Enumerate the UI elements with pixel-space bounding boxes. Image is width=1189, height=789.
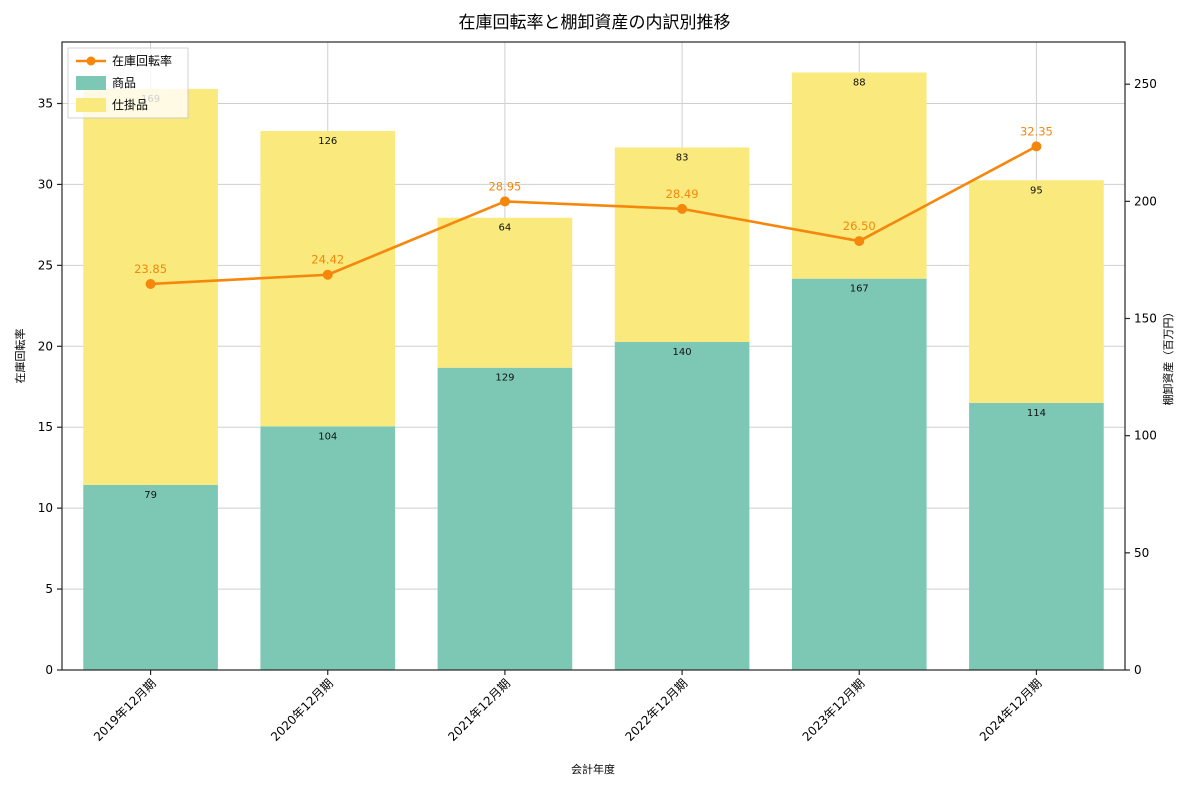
bar-value-label: 114 xyxy=(1027,408,1046,419)
left-tick-label: 5 xyxy=(45,582,53,596)
x-tick-label: 2023年12月期 xyxy=(800,676,868,744)
left-tick-label: 10 xyxy=(38,501,53,515)
bar-segment xyxy=(614,341,750,670)
chart-title: 在庫回転率と棚卸資産の内訳別推移 xyxy=(458,13,731,33)
left-tick-label: 0 xyxy=(45,663,53,677)
bar-value-label: 126 xyxy=(318,136,337,147)
bar-segment xyxy=(791,72,927,279)
legend-patch-sample xyxy=(76,98,106,112)
line-value-label: 32.35 xyxy=(1020,124,1053,138)
line-marker xyxy=(322,269,333,280)
right-tick-label: 200 xyxy=(1134,194,1157,208)
legend-marker-sample xyxy=(86,56,96,66)
bar-segment xyxy=(83,484,218,670)
x-axis-label: 会計年度 xyxy=(571,763,615,776)
line-value-label: 23.85 xyxy=(134,262,167,276)
bar-value-label: 79 xyxy=(144,490,157,501)
left-tick-label: 35 xyxy=(38,97,53,111)
line-value-label: 24.42 xyxy=(311,253,344,267)
legend-entry-label: 在庫回転率 xyxy=(112,53,172,68)
left-tick-label: 20 xyxy=(38,339,53,353)
right-tick-label: 100 xyxy=(1134,429,1157,443)
bar-segment xyxy=(614,147,750,342)
line-marker xyxy=(677,203,688,214)
line-marker xyxy=(854,236,865,247)
left-tick-label: 15 xyxy=(38,420,53,434)
line-marker xyxy=(499,196,510,207)
plot-border xyxy=(61,41,1126,671)
bar-value-label: 167 xyxy=(850,284,869,295)
bar-segment xyxy=(969,402,1104,670)
left-tick-label: 30 xyxy=(38,177,53,191)
bar-value-label: 83 xyxy=(676,152,689,163)
x-tick-label: 2024年12月期 xyxy=(977,676,1045,744)
line-value-label: 28.49 xyxy=(666,187,699,201)
x-tick-label: 2020年12月期 xyxy=(268,676,336,744)
line-value-label: 28.95 xyxy=(488,179,521,193)
bar-value-label: 95 xyxy=(1030,185,1043,196)
bar-segment xyxy=(260,426,396,670)
turnover-line xyxy=(149,145,1038,286)
legend-patch-sample xyxy=(76,76,106,90)
right-tick-label: 250 xyxy=(1134,77,1157,91)
left-tick-label: 25 xyxy=(38,258,53,272)
right-tick-label: 0 xyxy=(1134,663,1142,677)
line-marker xyxy=(1031,141,1042,152)
bar-segment xyxy=(791,278,927,670)
bar-segment xyxy=(969,180,1104,403)
x-tick-label: 2022年12月期 xyxy=(622,676,690,744)
bar-value-label: 140 xyxy=(673,347,692,358)
bar-value-label: 88 xyxy=(853,77,866,88)
legend-entry-label: 商品 xyxy=(112,75,136,90)
right-tick-label: 50 xyxy=(1134,546,1149,560)
bar-value-label: 104 xyxy=(318,431,337,442)
line-value-label: 26.50 xyxy=(843,219,876,233)
right-tick-label: 150 xyxy=(1134,312,1157,326)
bar-value-label: 129 xyxy=(495,373,514,384)
legend-entry-label: 仕掛品 xyxy=(112,97,148,112)
x-tick-label: 2021年12月期 xyxy=(445,676,513,744)
x-tick-label: 2019年12月期 xyxy=(91,676,159,744)
bar-segment xyxy=(437,217,573,368)
bar-value-label: 64 xyxy=(499,223,512,234)
bar-segment xyxy=(437,367,573,670)
line-marker xyxy=(145,278,156,289)
